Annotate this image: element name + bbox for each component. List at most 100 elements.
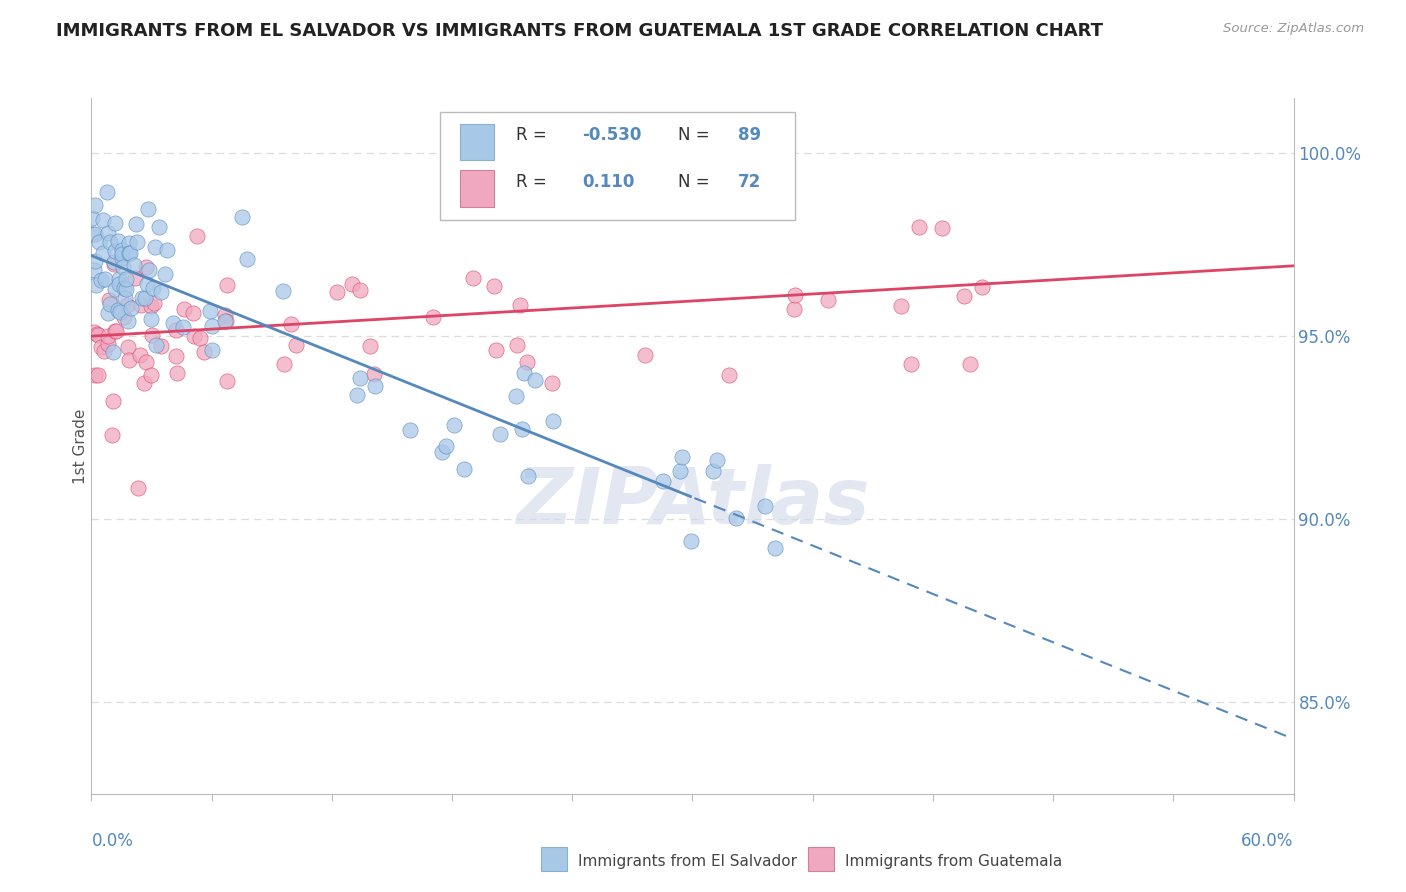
Point: [363, 368, 385, 382]
Point: [193, 344, 215, 359]
Point: [783, 301, 806, 316]
Point: [120, 246, 142, 260]
Point: [907, 219, 929, 234]
Point: [484, 278, 506, 293]
Point: [84, 277, 107, 292]
Point: [108, 277, 131, 291]
Point: [173, 302, 195, 317]
Point: [149, 339, 172, 353]
Point: [117, 235, 139, 250]
Point: [186, 229, 208, 244]
Point: [398, 423, 420, 437]
Point: [118, 352, 141, 367]
FancyBboxPatch shape: [460, 124, 494, 160]
Point: [91, 245, 114, 260]
Point: [115, 282, 138, 296]
Text: Immigrants from El Salvador: Immigrants from El Salvador: [578, 855, 797, 869]
Point: [135, 355, 157, 369]
Text: -0.530: -0.530: [582, 126, 641, 144]
Point: [93, 212, 115, 227]
Point: [505, 389, 527, 403]
Point: [90, 340, 112, 354]
Point: [188, 331, 211, 345]
Point: [349, 283, 371, 297]
Point: [349, 371, 371, 385]
Text: N =: N =: [678, 173, 710, 191]
Point: [139, 368, 162, 382]
Point: [512, 422, 534, 436]
Y-axis label: 1st Grade: 1st Grade: [73, 409, 87, 483]
Point: [111, 247, 134, 261]
Point: [198, 303, 221, 318]
Point: [900, 357, 922, 371]
Point: [112, 280, 135, 294]
Point: [127, 235, 149, 250]
Point: [107, 234, 129, 248]
Point: [98, 296, 121, 310]
Point: [215, 314, 238, 328]
Point: [346, 387, 368, 401]
Point: [145, 337, 167, 351]
Point: [634, 349, 657, 363]
Point: [104, 324, 127, 338]
Point: [817, 293, 839, 308]
Point: [271, 284, 294, 298]
FancyBboxPatch shape: [440, 112, 794, 220]
Point: [970, 279, 993, 293]
Point: [135, 260, 157, 275]
Text: Immigrants from Guatemala: Immigrants from Guatemala: [845, 855, 1063, 869]
Point: [148, 219, 170, 234]
Point: [443, 417, 465, 432]
Point: [453, 461, 475, 475]
Point: [83, 325, 105, 339]
Point: [135, 277, 157, 292]
Point: [84, 368, 107, 383]
Point: [679, 533, 702, 548]
Text: N =: N =: [678, 126, 710, 144]
Point: [117, 246, 139, 260]
Point: [215, 374, 238, 388]
Point: [484, 343, 506, 357]
Point: [115, 272, 138, 286]
Point: [82, 227, 104, 241]
Point: [103, 255, 125, 269]
Point: [512, 366, 534, 380]
Point: [725, 511, 748, 525]
Point: [284, 338, 307, 352]
Point: [671, 450, 693, 464]
Point: [104, 244, 127, 259]
Point: [200, 319, 222, 334]
Point: [156, 243, 179, 257]
Point: [516, 355, 538, 369]
Point: [110, 243, 132, 257]
Point: [97, 227, 120, 241]
Point: [509, 298, 531, 312]
Point: [93, 343, 115, 358]
Point: [953, 288, 976, 302]
Point: [82, 211, 104, 225]
Point: [90, 273, 112, 287]
Point: [172, 320, 194, 334]
Point: [273, 357, 295, 371]
Text: R =: R =: [516, 126, 547, 144]
Point: [103, 257, 125, 271]
Point: [111, 260, 134, 274]
Point: [236, 252, 259, 266]
Point: [754, 499, 776, 513]
Point: [117, 313, 139, 327]
Point: [461, 271, 484, 285]
Point: [125, 217, 148, 231]
Point: [101, 427, 124, 442]
Point: [326, 285, 349, 300]
Point: [96, 185, 118, 199]
Point: [340, 277, 363, 292]
Text: 72: 72: [738, 173, 762, 191]
Point: [97, 328, 120, 343]
Text: 89: 89: [738, 126, 761, 144]
Point: [702, 464, 724, 478]
Point: [98, 235, 121, 250]
Point: [132, 376, 155, 391]
FancyBboxPatch shape: [460, 170, 494, 207]
Point: [706, 453, 728, 467]
Point: [359, 339, 381, 353]
